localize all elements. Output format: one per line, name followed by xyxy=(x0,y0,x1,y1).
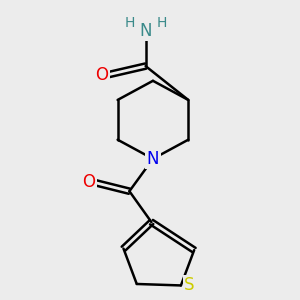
Text: H: H xyxy=(124,16,135,29)
Text: O: O xyxy=(82,173,95,191)
Text: H: H xyxy=(157,16,167,29)
Text: N: N xyxy=(147,150,159,168)
Text: S: S xyxy=(184,276,194,294)
Text: O: O xyxy=(95,66,109,84)
Text: N: N xyxy=(139,22,152,40)
